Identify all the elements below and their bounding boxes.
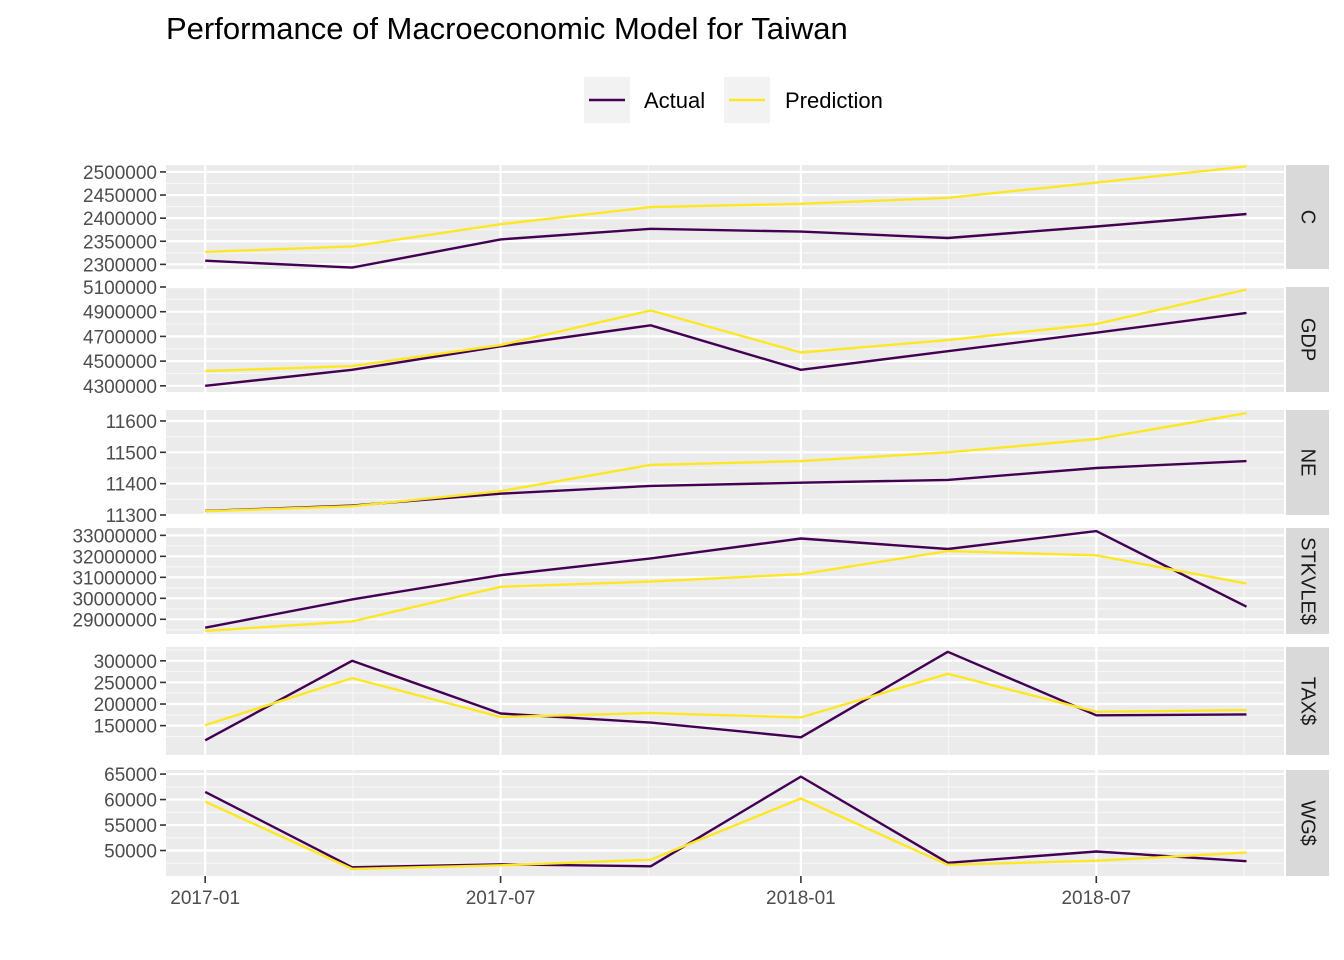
y-tick-label: 11400 bbox=[106, 475, 157, 496]
y-tick-label: 4700000 bbox=[83, 327, 157, 348]
y-tick-label: 2450000 bbox=[83, 186, 157, 207]
y-tick-label: 4300000 bbox=[83, 377, 157, 398]
series-line-prediction bbox=[204, 672, 1247, 727]
y-tick-label: 30000000 bbox=[72, 589, 157, 610]
y-tick-label: 11600 bbox=[106, 412, 157, 433]
y-tick-label: 11300 bbox=[106, 506, 157, 527]
legend: Actual Prediction bbox=[584, 77, 883, 123]
series-line-actual bbox=[204, 775, 1247, 869]
panel-wg: 50000 55000 60000 65000 WG$ bbox=[104, 765, 1329, 876]
series-line-prediction bbox=[205, 549, 1247, 633]
y-tick-label: 5100000 bbox=[83, 278, 157, 299]
y-tick-label: 150000 bbox=[94, 717, 157, 738]
y-tick-label: 300000 bbox=[94, 652, 157, 673]
legend-label: Prediction bbox=[785, 88, 883, 113]
y-tick-label: 32000000 bbox=[72, 547, 157, 568]
y-tick-label: 2300000 bbox=[83, 255, 157, 276]
x-tick-label: 2017-01 bbox=[170, 888, 240, 909]
series-line-prediction bbox=[204, 797, 1247, 871]
y-tick-label: 2500000 bbox=[83, 163, 157, 184]
y-tick-label: 29000000 bbox=[72, 610, 157, 631]
x-tick-label: 2018-01 bbox=[766, 888, 836, 909]
series-line-actual bbox=[204, 529, 1248, 629]
facet-strip-label: TAX$ bbox=[1297, 677, 1319, 726]
legend-label: Actual bbox=[644, 88, 705, 113]
series-line-actual bbox=[205, 212, 1247, 269]
facet-strip bbox=[1286, 647, 1329, 755]
y-tick-label: 2350000 bbox=[83, 232, 157, 253]
x-tick-label: 2017-07 bbox=[466, 888, 536, 909]
facet-strip bbox=[1286, 287, 1329, 392]
y-tick-label: 55000 bbox=[104, 816, 157, 837]
panel-background bbox=[166, 287, 1284, 392]
y-tick-label: 200000 bbox=[94, 695, 157, 716]
panel-background bbox=[166, 647, 1284, 755]
series-line-prediction bbox=[205, 288, 1247, 373]
facet-strip-label: NE bbox=[1297, 449, 1319, 477]
chart-title: Performance of Macroeconomic Model for T… bbox=[166, 11, 848, 46]
series-line-prediction bbox=[205, 165, 1247, 254]
y-tick-label: 33000000 bbox=[72, 526, 157, 547]
facet-strip bbox=[1286, 410, 1329, 515]
y-tick-label: 250000 bbox=[94, 673, 157, 694]
facet-strip-label: WG$ bbox=[1297, 800, 1319, 846]
y-tick-label: 50000 bbox=[104, 842, 157, 863]
panel-gdp: 4300000 4500000 4700000 4900000 5100000 GDP bbox=[83, 278, 1329, 398]
panel-ne: 11300 11400 11500 11600 NE bbox=[106, 410, 1329, 527]
y-tick-label: 60000 bbox=[104, 791, 157, 812]
legend-item-prediction: Prediction bbox=[724, 77, 883, 123]
facet-strip bbox=[1286, 528, 1329, 634]
x-axis: 2017-01 2017-07 2018-01 2018-07 bbox=[170, 876, 1131, 909]
facet-strip bbox=[1286, 770, 1329, 876]
facet-strip-label: C bbox=[1297, 210, 1319, 224]
y-tick-label: 4900000 bbox=[83, 303, 157, 324]
y-tick-label: 11500 bbox=[106, 443, 157, 464]
x-tick-label: 2018-07 bbox=[1061, 888, 1131, 909]
y-tick-label: 2400000 bbox=[83, 209, 157, 230]
panel-background bbox=[166, 528, 1284, 634]
y-tick-label: 65000 bbox=[104, 765, 157, 786]
legend-item-actual: Actual bbox=[584, 77, 705, 123]
panel-stkvle: 2900000030000000310000003200000033000000… bbox=[72, 526, 1329, 634]
series-line-actual bbox=[205, 311, 1247, 387]
y-tick-label: 31000000 bbox=[72, 568, 157, 589]
facet-strip-label: STKVLE$ bbox=[1297, 537, 1319, 625]
facet-strip-label: GDP bbox=[1297, 318, 1319, 361]
facet-strip bbox=[1286, 165, 1329, 269]
series-line-prediction bbox=[205, 411, 1247, 513]
y-tick-label: 4500000 bbox=[83, 352, 157, 373]
